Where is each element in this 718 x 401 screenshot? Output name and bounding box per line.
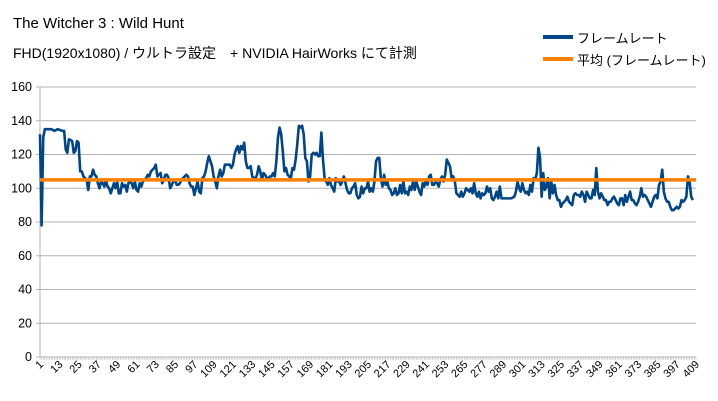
x-tick-label: 61 — [125, 359, 142, 376]
legend: フレームレート 平均 (フレームレート) — [543, 26, 706, 70]
x-tick-label: 73 — [145, 359, 162, 376]
x-tick-label: 157 — [275, 359, 296, 380]
x-tick-label: 313 — [526, 359, 547, 380]
legend-item-framerate: フレームレート — [543, 26, 706, 48]
x-tick-label: 409 — [681, 359, 702, 380]
x-tick-label: 361 — [603, 359, 624, 380]
chart-title: The Witcher 3 : Wild Hunt — [13, 15, 184, 32]
x-tick-label: 289 — [488, 359, 509, 380]
y-tick-label: 80 — [18, 215, 32, 229]
x-tick-label: 97 — [183, 359, 200, 376]
legend-swatch-average — [543, 57, 573, 61]
legend-label-average: 平均 (フレームレート) — [577, 52, 706, 68]
x-tick-label: 397 — [661, 359, 682, 380]
y-tick-label: 20 — [18, 316, 32, 330]
x-tick-label: 217 — [372, 359, 393, 380]
y-tick-label: 120 — [11, 148, 32, 162]
x-tick-label: 373 — [623, 359, 644, 380]
legend-label-framerate: フレームレート — [577, 30, 668, 46]
y-tick-label: 0 — [25, 350, 32, 364]
series-line-framerate — [38, 124, 694, 227]
x-tick-label: 265 — [449, 359, 470, 380]
legend-swatch-framerate — [543, 35, 573, 39]
x-tick-label: 169 — [295, 359, 316, 380]
x-tick-label: 49 — [106, 359, 123, 376]
x-tick-labels: 1 13 25 37 49 61 73 85 9710912113314515716918119… — [33, 359, 702, 380]
x-tick-label: 25 — [68, 359, 85, 376]
x-tick-label: 385 — [642, 359, 663, 380]
y-tick-label: 40 — [18, 283, 32, 297]
series-layer — [38, 124, 696, 227]
y-tick-label: 140 — [11, 114, 32, 128]
x-tick-label: 121 — [218, 359, 239, 380]
x-tick-label: 229 — [391, 359, 412, 380]
x-tick-label: 181 — [314, 359, 335, 380]
x-tick-label: 301 — [507, 359, 528, 380]
y-tick-labels: 0 20 40 60 80 100 120 140 160 — [11, 80, 32, 364]
x-tick-label: 241 — [411, 359, 432, 380]
x-tick-label: 1 — [33, 359, 46, 372]
chart-subtitle: FHD(1920x1080) / ウルトラ設定 + NVIDIA HairWor… — [13, 45, 417, 61]
y-tick-label: 100 — [11, 181, 32, 195]
gridlines — [40, 86, 696, 358]
x-tick-label: 325 — [546, 359, 567, 380]
x-tick-label: 145 — [256, 359, 277, 380]
x-tick-label: 205 — [353, 359, 374, 380]
x-tick-label: 85 — [164, 359, 181, 376]
x-tick-label: 109 — [198, 359, 219, 380]
x-tick-label: 133 — [237, 359, 258, 380]
x-tick-label: 193 — [333, 359, 354, 380]
x-tick-label: 277 — [468, 359, 489, 380]
x-tick-label: 349 — [584, 359, 605, 380]
x-tick-label: 337 — [565, 359, 586, 380]
x-tick-label: 37 — [87, 359, 104, 376]
x-tick-label: 253 — [430, 359, 451, 380]
axes — [36, 86, 697, 360]
x-tick-label: 13 — [48, 359, 65, 376]
y-tick-label: 160 — [11, 80, 32, 94]
y-tick-label: 60 — [18, 249, 32, 263]
legend-item-average: 平均 (フレームレート) — [543, 48, 706, 70]
